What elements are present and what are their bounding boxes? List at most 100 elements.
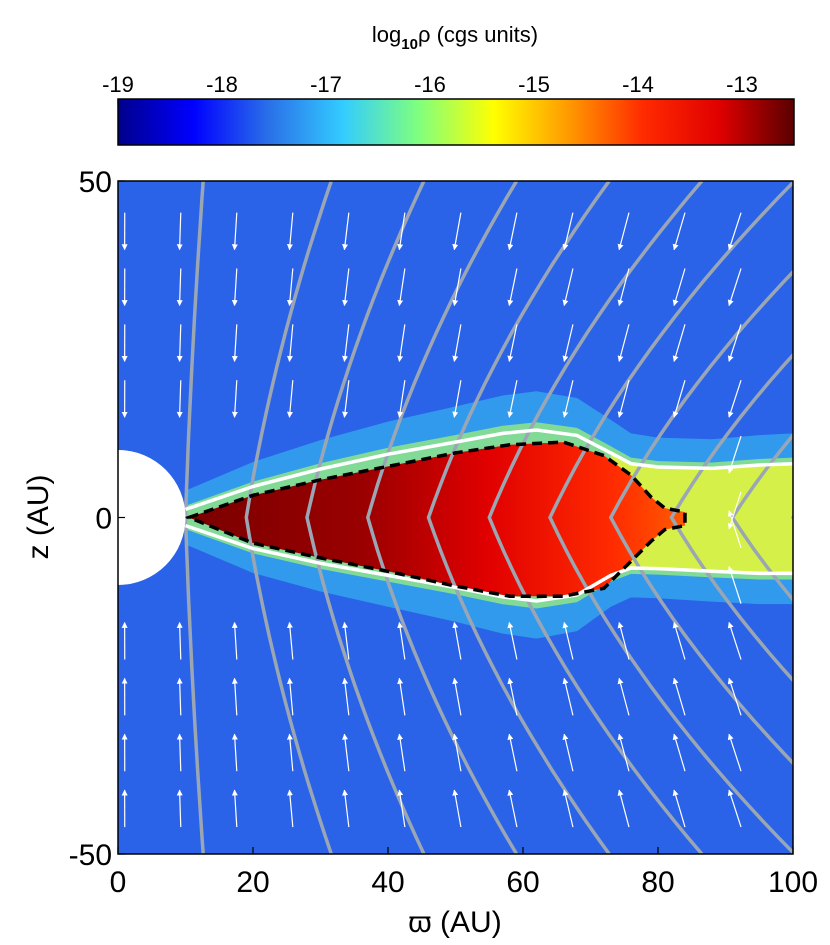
field-line xyxy=(669,352,793,683)
velocity-arrow xyxy=(617,733,630,772)
velocity-arrow xyxy=(507,733,518,772)
velocity-arrow xyxy=(452,380,462,418)
field-line xyxy=(790,514,793,521)
velocity-arrow xyxy=(231,677,238,716)
x-tick-label: 100 xyxy=(768,866,818,899)
velocity-arrow xyxy=(231,324,238,362)
velocity-arrow xyxy=(727,324,742,362)
velocity-arrow xyxy=(452,789,462,828)
velocity-arrow xyxy=(397,268,406,307)
field-line xyxy=(305,181,426,854)
colorbar-tick-label: -15 xyxy=(518,72,550,97)
magnetic-field-lines xyxy=(183,181,793,854)
velocity-arrow xyxy=(672,212,686,251)
velocity-arrow xyxy=(617,621,630,660)
velocity-arrow xyxy=(727,212,742,251)
velocity-arrow xyxy=(727,621,742,660)
colorbar-title-rest: ρ (cgs units) xyxy=(418,22,538,47)
velocity-arrow xyxy=(507,324,518,362)
velocity-arrow xyxy=(397,324,406,362)
velocity-arrow xyxy=(231,621,238,660)
velocity-arrow xyxy=(231,789,238,828)
velocity-arrow xyxy=(672,380,686,418)
velocity-arrow xyxy=(727,510,742,548)
velocity-arrow xyxy=(562,677,574,716)
velocity-arrow xyxy=(672,621,686,660)
velocity-arrow xyxy=(397,380,406,418)
x-tick-label: 20 xyxy=(236,866,269,899)
velocity-arrow xyxy=(397,677,406,716)
velocity-arrow xyxy=(562,621,574,660)
velocity-arrow xyxy=(672,268,686,307)
velocity-arrow xyxy=(176,268,183,307)
velocity-arrow xyxy=(452,733,462,772)
velocity-arrow xyxy=(342,733,350,772)
velocity-arrow xyxy=(342,789,350,828)
velocity-arrow xyxy=(176,212,183,251)
central-hole xyxy=(118,450,186,585)
velocity-arrow xyxy=(286,789,294,828)
field-line xyxy=(608,269,793,766)
velocity-arrow xyxy=(562,212,574,251)
velocity-arrow xyxy=(617,324,630,362)
velocity-arrow xyxy=(452,268,462,307)
velocity-arrow xyxy=(452,677,462,716)
velocity-arrow xyxy=(672,324,686,362)
velocity-arrow xyxy=(727,789,742,828)
velocity-arrow xyxy=(342,268,350,307)
velocity-arrow xyxy=(507,677,518,716)
outer-sheet xyxy=(610,452,793,576)
velocity-arrow xyxy=(617,268,630,307)
velocity-arrow xyxy=(286,212,294,251)
velocity-arrow xyxy=(507,380,518,418)
velocity-arrow xyxy=(507,212,518,251)
velocity-arrow xyxy=(286,733,294,772)
colorbar-bar xyxy=(117,98,795,146)
velocity-arrow xyxy=(452,324,462,362)
velocity-arrow xyxy=(727,677,742,716)
velocity-arrow xyxy=(672,789,686,828)
velocity-arrow xyxy=(176,789,183,828)
velocity-arrow xyxy=(727,491,742,530)
velocity-arrow xyxy=(562,789,574,828)
velocity-arrow xyxy=(562,733,574,772)
colorbar-tick-label: -18 xyxy=(206,72,238,97)
y-tick-label: 0 xyxy=(95,503,112,536)
colorbar-tick-label: -13 xyxy=(726,72,758,97)
velocity-arrow xyxy=(397,733,406,772)
velocity-arrow xyxy=(727,268,742,307)
velocity-arrow xyxy=(286,324,294,362)
field-line xyxy=(426,181,611,854)
white-contour-upper xyxy=(184,428,793,512)
velocity-arrow xyxy=(452,212,462,251)
velocity-arrow xyxy=(342,380,350,418)
field-line xyxy=(548,181,793,854)
colorbar-title-base: log xyxy=(372,22,401,47)
velocity-arrow xyxy=(562,268,574,307)
velocity-arrow xyxy=(342,212,350,251)
velocity-arrow xyxy=(507,268,518,307)
y-tick-label: -50 xyxy=(69,839,112,872)
velocity-arrow xyxy=(286,380,294,418)
velocity-arrow xyxy=(342,677,350,716)
velocity-arrow xyxy=(397,789,406,828)
velocity-arrow xyxy=(672,733,686,772)
x-tick-label: 40 xyxy=(371,866,404,899)
velocity-arrows xyxy=(121,212,742,828)
velocity-arrow xyxy=(176,733,183,772)
y-axis-label: z (AU) xyxy=(22,475,55,560)
x-axis-label: ϖ (AU) xyxy=(408,906,501,939)
velocity-arrow xyxy=(342,621,350,660)
velocity-arrow xyxy=(617,212,630,251)
field-line xyxy=(487,181,704,854)
colorbar: log10ρ (cgs units) -19 -18 -17 -16 -15 -14 -13 xyxy=(102,22,795,146)
velocity-arrow xyxy=(507,789,518,828)
velocity-arrow xyxy=(176,324,183,362)
disk-high-density xyxy=(188,442,685,597)
velocity-arrow xyxy=(231,212,238,251)
velocity-arrow xyxy=(286,621,294,660)
velocity-arrow xyxy=(727,733,742,772)
velocity-arrow xyxy=(286,677,294,716)
velocity-arrow xyxy=(672,677,686,716)
